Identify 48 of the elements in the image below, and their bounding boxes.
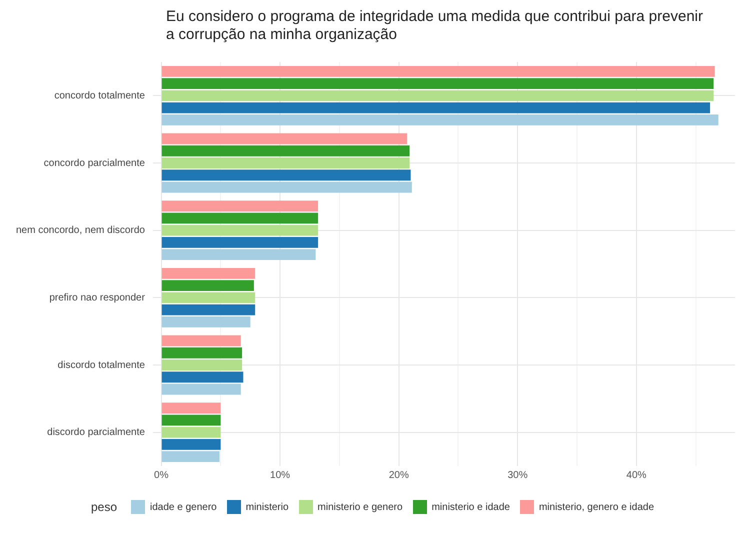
bar [162,90,714,102]
bar [162,402,221,414]
bar [162,200,318,212]
bar [162,158,410,168]
legend-label: ministerio, genero e idade [538,502,654,512]
bar [162,347,242,358]
bar [162,170,411,181]
bar [162,66,715,77]
x-tick-label: 20% [388,470,409,481]
bar [162,316,250,328]
x-tick-label: 30% [508,470,528,481]
bar [162,439,221,450]
legend-title: peso [90,500,117,514]
bar [162,268,256,279]
x-tick-label: 10% [270,470,290,481]
bar [162,114,718,126]
bar [162,212,318,224]
bar [162,182,412,193]
legend-label: ministerio e idade [432,502,510,512]
y-tick-label: concordo totalmente [54,90,146,102]
bar [162,237,318,248]
bar [162,372,244,383]
bar [162,292,256,304]
y-tick-label: nem concordo, nem discordo [16,225,146,236]
bar [162,280,254,291]
legend-label: ministerio e genero [318,502,403,512]
x-tick-label: 40% [626,470,647,481]
x-tick-label: 0% [154,470,169,481]
bar [162,414,221,426]
y-tick-label: discordo totalmente [58,360,146,371]
bar [162,304,256,316]
bar [162,102,710,114]
bar [162,360,242,370]
chart-title: Eu considero o programa de integridade uma medida que contribui para prevenir a corrupção na minha organização [165,8,704,44]
bar [162,145,410,156]
y-tick-label: discordo parcialmente [47,427,146,438]
legend-label: ministerio [246,502,289,512]
bar [162,384,241,395]
bar [162,133,408,144]
bar [162,78,714,89]
bar [162,426,221,438]
bar [162,224,318,236]
legend-label: idade e genero [150,502,217,512]
bar [162,335,241,346]
bar [162,249,316,260]
y-tick-label: prefiro nao responder [49,292,146,304]
bar [162,451,220,462]
y-tick-label: concordo parcialmente [44,158,146,169]
